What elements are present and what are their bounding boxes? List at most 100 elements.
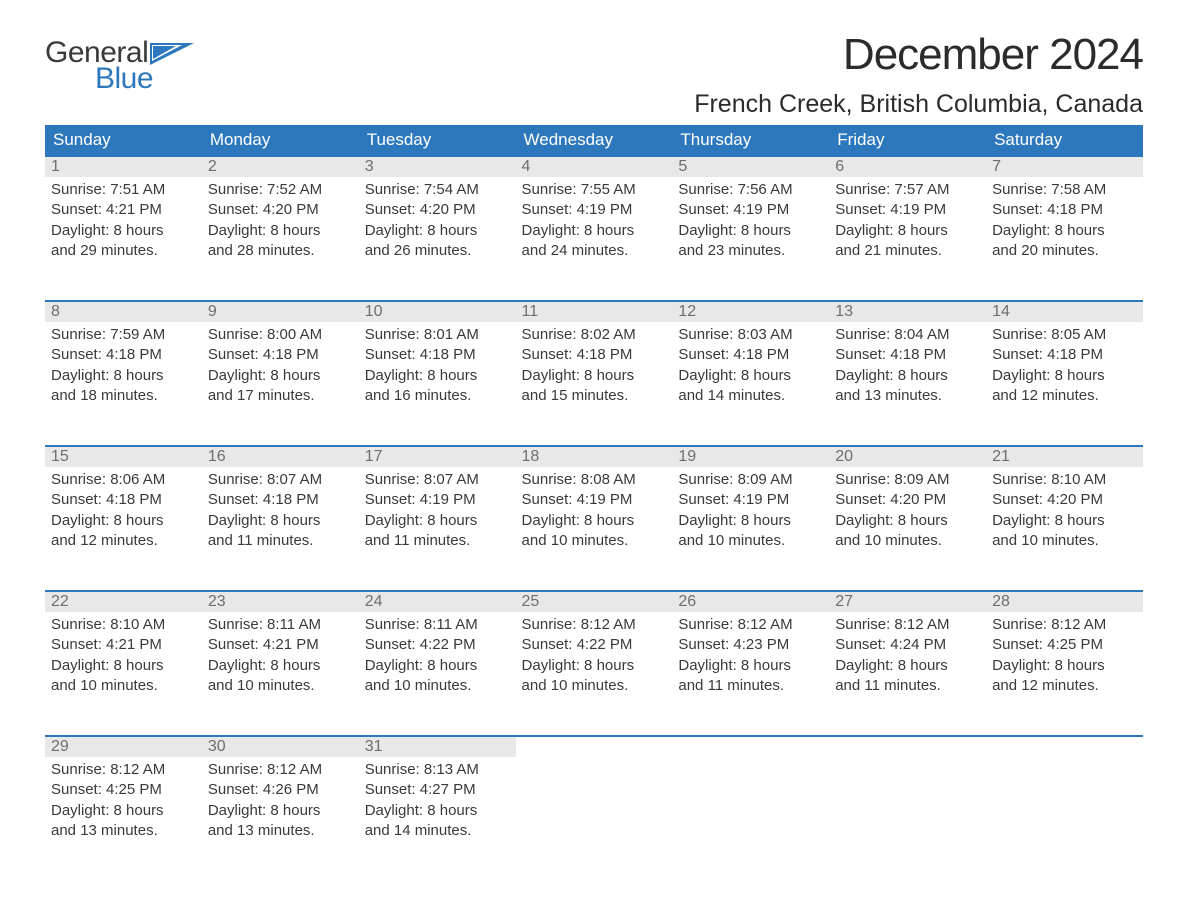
daylight-line-2: and 23 minutes. [678,241,823,261]
day-cell: 19Sunrise: 8:09 AMSunset: 4:19 PMDayligh… [672,446,829,591]
daylight-line-2: and 21 minutes. [835,241,980,261]
daylight-line-1: Daylight: 8 hours [992,656,1137,676]
daylight-line-2: and 10 minutes. [835,531,980,551]
daylight-line-1: Daylight: 8 hours [835,221,980,241]
daylight-line-2: and 13 minutes. [51,821,196,841]
daylight-line-1: Daylight: 8 hours [678,511,823,531]
day-details: Sunrise: 8:02 AMSunset: 4:18 PMDaylight:… [516,322,673,410]
month-title: December 2024 [694,30,1143,80]
daylight-line-2: and 11 minutes. [365,531,510,551]
week-row: 8Sunrise: 7:59 AMSunset: 4:18 PMDaylight… [45,301,1143,446]
sunset-line: Sunset: 4:19 PM [678,200,823,220]
sunset-line: Sunset: 4:20 PM [208,200,353,220]
daylight-line-1: Daylight: 8 hours [678,656,823,676]
sunset-line: Sunset: 4:18 PM [678,345,823,365]
sunrise-line: Sunrise: 7:58 AM [992,180,1137,200]
sunset-line: Sunset: 4:18 PM [522,345,667,365]
daylight-line-2: and 18 minutes. [51,386,196,406]
daylight-line-1: Daylight: 8 hours [51,511,196,531]
daylight-line-2: and 13 minutes. [208,821,353,841]
sunrise-line: Sunrise: 8:04 AM [835,325,980,345]
daylight-line-1: Daylight: 8 hours [835,366,980,386]
day-cell: 14Sunrise: 8:05 AMSunset: 4:18 PMDayligh… [986,301,1143,446]
sunset-line: Sunset: 4:18 PM [51,345,196,365]
daylight-line-1: Daylight: 8 hours [365,511,510,531]
sunset-line: Sunset: 4:22 PM [522,635,667,655]
day-number: 2 [202,157,359,177]
day-details: Sunrise: 7:55 AMSunset: 4:19 PMDaylight:… [516,177,673,265]
day-details: Sunrise: 8:04 AMSunset: 4:18 PMDaylight:… [829,322,986,410]
day-number: 3 [359,157,516,177]
daylight-line-1: Daylight: 8 hours [365,366,510,386]
sunrise-line: Sunrise: 8:07 AM [365,470,510,490]
day-details: Sunrise: 8:12 AMSunset: 4:25 PMDaylight:… [986,612,1143,700]
day-cell: 28Sunrise: 8:12 AMSunset: 4:25 PMDayligh… [986,591,1143,736]
day-cell: 25Sunrise: 8:12 AMSunset: 4:22 PMDayligh… [516,591,673,736]
sunrise-line: Sunrise: 8:06 AM [51,470,196,490]
daylight-line-2: and 10 minutes. [992,531,1137,551]
day-cell: 6Sunrise: 7:57 AMSunset: 4:19 PMDaylight… [829,156,986,301]
daylight-line-1: Daylight: 8 hours [51,366,196,386]
day-details: Sunrise: 8:12 AMSunset: 4:25 PMDaylight:… [45,757,202,845]
daylight-line-2: and 28 minutes. [208,241,353,261]
day-number: 24 [359,592,516,612]
day-number: 7 [986,157,1143,177]
day-details: Sunrise: 8:08 AMSunset: 4:19 PMDaylight:… [516,467,673,555]
daylight-line-1: Daylight: 8 hours [51,221,196,241]
day-cell: 5Sunrise: 7:56 AMSunset: 4:19 PMDaylight… [672,156,829,301]
daylight-line-1: Daylight: 8 hours [51,656,196,676]
day-details: Sunrise: 8:09 AMSunset: 4:19 PMDaylight:… [672,467,829,555]
week-row: 29Sunrise: 8:12 AMSunset: 4:25 PMDayligh… [45,736,1143,881]
day-cell: 11Sunrise: 8:02 AMSunset: 4:18 PMDayligh… [516,301,673,446]
day-number: 10 [359,302,516,322]
daylight-line-2: and 12 minutes. [992,386,1137,406]
sunset-line: Sunset: 4:18 PM [992,345,1137,365]
day-header: Saturday [986,125,1143,156]
day-cell: 15Sunrise: 8:06 AMSunset: 4:18 PMDayligh… [45,446,202,591]
logo: General Blue [45,36,194,96]
day-cell: 22Sunrise: 8:10 AMSunset: 4:21 PMDayligh… [45,591,202,736]
day-number: 23 [202,592,359,612]
daylight-line-2: and 29 minutes. [51,241,196,261]
daylight-line-2: and 10 minutes. [678,531,823,551]
sunrise-line: Sunrise: 8:12 AM [208,760,353,780]
day-number: 27 [829,592,986,612]
sunset-line: Sunset: 4:27 PM [365,780,510,800]
sunset-line: Sunset: 4:18 PM [835,345,980,365]
day-cell: 20Sunrise: 8:09 AMSunset: 4:20 PMDayligh… [829,446,986,591]
sunset-line: Sunset: 4:18 PM [365,345,510,365]
day-number: 20 [829,447,986,467]
day-number: 1 [45,157,202,177]
daylight-line-1: Daylight: 8 hours [522,511,667,531]
daylight-line-1: Daylight: 8 hours [208,801,353,821]
day-header: Monday [202,125,359,156]
day-number: 14 [986,302,1143,322]
sunrise-line: Sunrise: 7:55 AM [522,180,667,200]
location: French Creek, British Columbia, Canada [694,90,1143,119]
day-cell: 30Sunrise: 8:12 AMSunset: 4:26 PMDayligh… [202,736,359,881]
day-number: 21 [986,447,1143,467]
sunset-line: Sunset: 4:25 PM [51,780,196,800]
day-number: 17 [359,447,516,467]
day-cell: 24Sunrise: 8:11 AMSunset: 4:22 PMDayligh… [359,591,516,736]
daylight-line-2: and 26 minutes. [365,241,510,261]
day-details: Sunrise: 8:11 AMSunset: 4:22 PMDaylight:… [359,612,516,700]
day-cell [829,736,986,881]
sunrise-line: Sunrise: 7:59 AM [51,325,196,345]
sunrise-line: Sunrise: 8:02 AM [522,325,667,345]
day-details: Sunrise: 8:10 AMSunset: 4:20 PMDaylight:… [986,467,1143,555]
day-number: 16 [202,447,359,467]
daylight-line-2: and 11 minutes. [208,531,353,551]
sunrise-line: Sunrise: 8:12 AM [51,760,196,780]
daylight-line-2: and 11 minutes. [678,676,823,696]
sunrise-line: Sunrise: 7:54 AM [365,180,510,200]
day-details: Sunrise: 8:12 AMSunset: 4:23 PMDaylight:… [672,612,829,700]
daylight-line-1: Daylight: 8 hours [678,221,823,241]
daylight-line-2: and 10 minutes. [522,676,667,696]
sunset-line: Sunset: 4:19 PM [522,200,667,220]
daylight-line-2: and 16 minutes. [365,386,510,406]
day-details: Sunrise: 8:01 AMSunset: 4:18 PMDaylight:… [359,322,516,410]
sunrise-line: Sunrise: 8:13 AM [365,760,510,780]
day-header: Tuesday [359,125,516,156]
daylight-line-1: Daylight: 8 hours [51,801,196,821]
